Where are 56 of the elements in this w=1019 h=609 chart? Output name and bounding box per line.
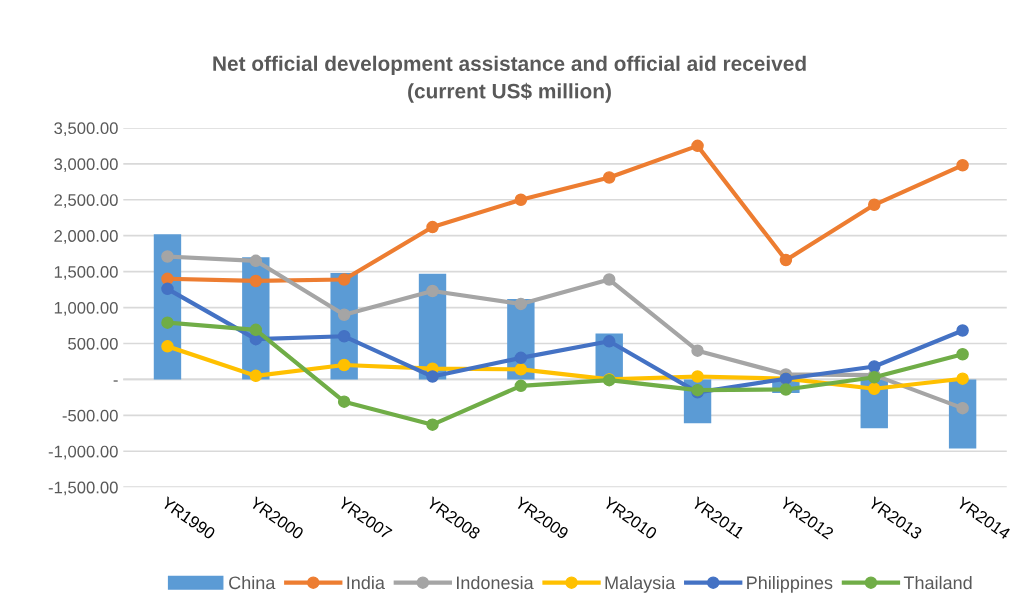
- y-tick-label: 3,000.00: [54, 158, 118, 172]
- y-tick-label: -: [113, 380, 118, 382]
- point: [161, 340, 174, 353]
- point: [249, 369, 263, 383]
- point: [602, 335, 616, 348]
- point: [779, 253, 793, 267]
- y-tick-label: -1,500.00: [48, 481, 118, 496]
- legend-label: Indonesia: [456, 575, 534, 590]
- point: [249, 323, 263, 337]
- point: [956, 372, 969, 385]
- point: [337, 308, 351, 321]
- point: [426, 418, 439, 431]
- point: [161, 250, 174, 263]
- legend-label: Thailand: [903, 575, 972, 590]
- y-tick-label: 500.00: [68, 337, 118, 350]
- chart-title: Net official development assistance and official aid received (current US$ million): [213, 55, 806, 103]
- point: [514, 379, 528, 393]
- legend-label: Philippines: [747, 575, 833, 593]
- point: [779, 383, 793, 396]
- legend-label: Malaysia: [605, 575, 676, 593]
- point: [868, 382, 881, 395]
- point: [868, 360, 881, 373]
- point: [337, 273, 351, 286]
- point: [249, 274, 263, 288]
- point: [691, 139, 704, 153]
- point: [161, 282, 174, 296]
- point: [514, 297, 528, 311]
- y-tick-label: 3,500.00: [54, 122, 118, 137]
- point: [956, 159, 969, 172]
- point: [956, 324, 969, 337]
- legend-label: China: [229, 575, 276, 590]
- point: [514, 363, 528, 376]
- point: [337, 330, 351, 343]
- point: [956, 401, 969, 415]
- point: [426, 220, 439, 234]
- point: [337, 395, 351, 408]
- y-tick-label: 2,500.00: [54, 194, 118, 208]
- y-tick-label: -1,000.00: [48, 445, 118, 460]
- y-tick-label: -500.00: [62, 409, 118, 422]
- point: [602, 273, 616, 286]
- point: [426, 284, 439, 298]
- point: [956, 348, 969, 361]
- point: [161, 316, 174, 329]
- point: [691, 344, 704, 357]
- point: [602, 171, 616, 184]
- legend-label: India: [347, 575, 385, 590]
- point: [514, 193, 528, 207]
- point: [691, 370, 704, 383]
- point: [249, 254, 263, 268]
- point: [868, 198, 881, 212]
- y-tick-label: 2,000.00: [54, 230, 118, 244]
- point: [514, 351, 528, 365]
- point: [337, 358, 351, 372]
- point: [426, 370, 439, 383]
- y-tick-label: 1,000.00: [54, 301, 118, 316]
- y-tick-label: 1,500.00: [54, 266, 118, 280]
